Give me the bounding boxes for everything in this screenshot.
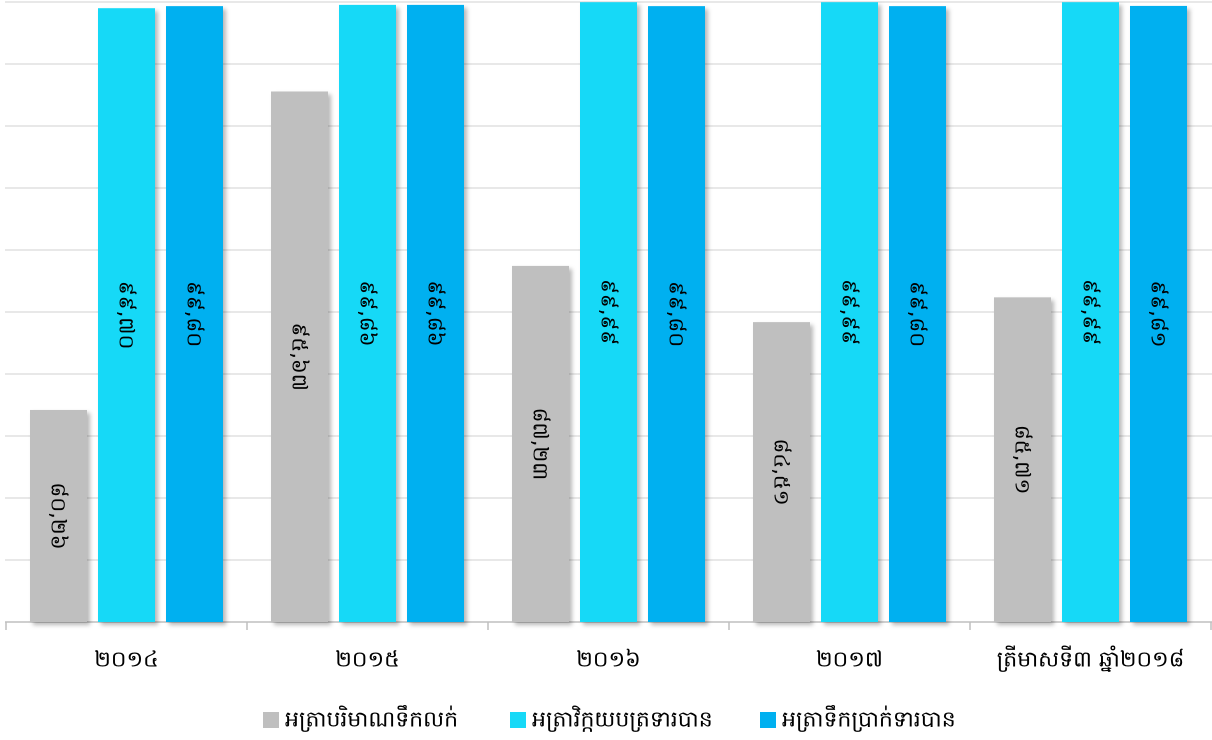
bar [1130, 5, 1187, 622]
category-label: ២០១៦ [576, 648, 640, 673]
category-label: ២០១៧ [816, 648, 883, 673]
bar [889, 6, 946, 622]
bar [994, 297, 1051, 622]
bar [821, 2, 878, 623]
bars [30, 2, 1187, 623]
data-label: ៩៩,៨៦ [356, 280, 380, 346]
data-label: ៩៥,៦៧ [288, 322, 312, 391]
category-label: ត្រីមាសទី៣ ឆ្នាំ២០១៨ [997, 646, 1185, 673]
legend-label: អត្រាបរិមាណទឹកលក់ [285, 705, 458, 733]
bar [339, 4, 396, 623]
data-label: ៩៩,៨១ [1147, 280, 1171, 347]
legend-label: អត្រាទឹកប្រាក់ទារបាន [782, 705, 956, 733]
bar [407, 4, 464, 623]
bar [512, 265, 569, 622]
bar [580, 2, 637, 623]
bar [166, 6, 223, 622]
data-label: ៨៤,៥១ [770, 438, 794, 505]
data-label: ៨៥,៧១ [1011, 425, 1035, 495]
data-label: ៩៩,៩៩ [838, 279, 862, 345]
data-label: ៩៩,៩៩ [1079, 279, 1103, 345]
legend-swatch [760, 712, 776, 728]
data-label: ៩៩,៨៦ [424, 280, 448, 346]
data-label: ៩៩,៩៩ [597, 279, 621, 345]
legend-label: អត្រាវិក្កយបត្រទារបាន [532, 706, 713, 733]
bar [648, 6, 705, 622]
x-axis [5, 621, 1212, 630]
category-label: ២០១៤ [94, 648, 158, 673]
data-label: ៩៩,៨០ [665, 281, 689, 347]
bar [271, 91, 328, 622]
category-labels: ២០១៤ ២០១៥ ២០១៦ ២០១៧ ត្រីមាសទី៣ ឆ្នាំ២០១៨ [94, 646, 1184, 673]
bar [1062, 2, 1119, 623]
legend-swatch [263, 712, 279, 728]
data-label: ៩៩,៧០ [115, 281, 139, 350]
category-label: ២០១៥ [335, 648, 399, 673]
data-label: ៨៧,២៣ [529, 408, 553, 481]
bar [753, 322, 810, 622]
data-label: ៩៩,៨០ [906, 281, 930, 347]
data-label: ៩៩,៨០ [183, 281, 207, 347]
legend-swatch [510, 712, 526, 728]
legend: អត្រាបរិមាណទឹកលក់ អត្រាវិក្កយបត្រទារបាន អត… [263, 705, 956, 733]
bar [98, 8, 155, 622]
data-label: ៨០,២៦ [47, 482, 71, 549]
bar [30, 409, 87, 622]
